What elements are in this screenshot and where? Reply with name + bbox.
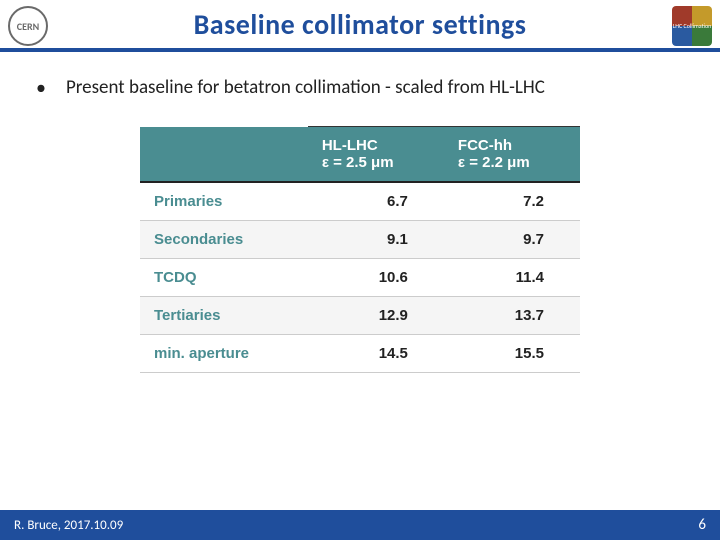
table-row: Tertiaries12.913.7 <box>140 297 580 335</box>
table-row: min. aperture14.515.5 <box>140 335 580 373</box>
collimation-icon: LHC Collimation <box>672 6 712 46</box>
cell-hllhc: 9.1 <box>308 221 444 259</box>
table-header-blank <box>140 127 308 183</box>
collimator-table: HL-LHC ε = 2.5 μm FCC-hh ε = 2.2 μm Prim… <box>140 126 580 373</box>
table-row: Secondaries9.19.7 <box>140 221 580 259</box>
cell-fcchh: 7.2 <box>444 182 580 221</box>
cell-hllhc: 14.5 <box>308 335 444 373</box>
row-label: min. aperture <box>140 335 308 373</box>
cell-fcchh: 13.7 <box>444 297 580 335</box>
col1-sub: ε = 2.5 μm <box>322 154 430 171</box>
table-container: HL-LHC ε = 2.5 μm FCC-hh ε = 2.2 μm Prim… <box>140 126 580 373</box>
row-label: Primaries <box>140 182 308 221</box>
col1-name: HL-LHC <box>322 137 378 154</box>
table-header-fcchh: FCC-hh ε = 2.2 μm <box>444 127 580 183</box>
row-label: Secondaries <box>140 221 308 259</box>
slide-title: Baseline collimator settings <box>194 7 527 42</box>
cell-fcchh: 15.5 <box>444 335 580 373</box>
table-header-row: HL-LHC ε = 2.5 μm FCC-hh ε = 2.2 μm <box>140 127 580 183</box>
row-label: Tertiaries <box>140 297 308 335</box>
footer: R. Bruce, 2017.10.09 6 <box>0 510 720 540</box>
col2-sub: ε = 2.2 μm <box>458 154 566 171</box>
slide-body: • Present baseline for betatron collimat… <box>0 52 720 510</box>
footer-author: R. Bruce, 2017.10.09 <box>14 518 123 533</box>
bullet-text: Present baseline for betatron collimatio… <box>66 76 545 100</box>
cell-fcchh: 11.4 <box>444 259 580 297</box>
cern-icon: CERN <box>8 6 48 46</box>
cell-fcchh: 9.7 <box>444 221 580 259</box>
row-label: TCDQ <box>140 259 308 297</box>
col2-name: FCC-hh <box>458 137 512 154</box>
table-body: Primaries6.77.2Secondaries9.19.7TCDQ10.6… <box>140 182 580 373</box>
cell-hllhc: 6.7 <box>308 182 444 221</box>
table-header-hllhc: HL-LHC ε = 2.5 μm <box>308 127 444 183</box>
bullet-icon: • <box>36 76 46 100</box>
cell-hllhc: 10.6 <box>308 259 444 297</box>
table-row: Primaries6.77.2 <box>140 182 580 221</box>
cern-logo: CERN <box>8 6 48 46</box>
table-row: TCDQ10.611.4 <box>140 259 580 297</box>
cell-hllhc: 12.9 <box>308 297 444 335</box>
title-bar: CERN Baseline collimator settings LHC Co… <box>0 0 720 52</box>
collimation-logo: LHC Collimation <box>672 6 712 46</box>
page-number: 6 <box>698 516 706 534</box>
slide: CERN Baseline collimator settings LHC Co… <box>0 0 720 540</box>
bullet-item: • Present baseline for betatron collimat… <box>36 76 684 100</box>
